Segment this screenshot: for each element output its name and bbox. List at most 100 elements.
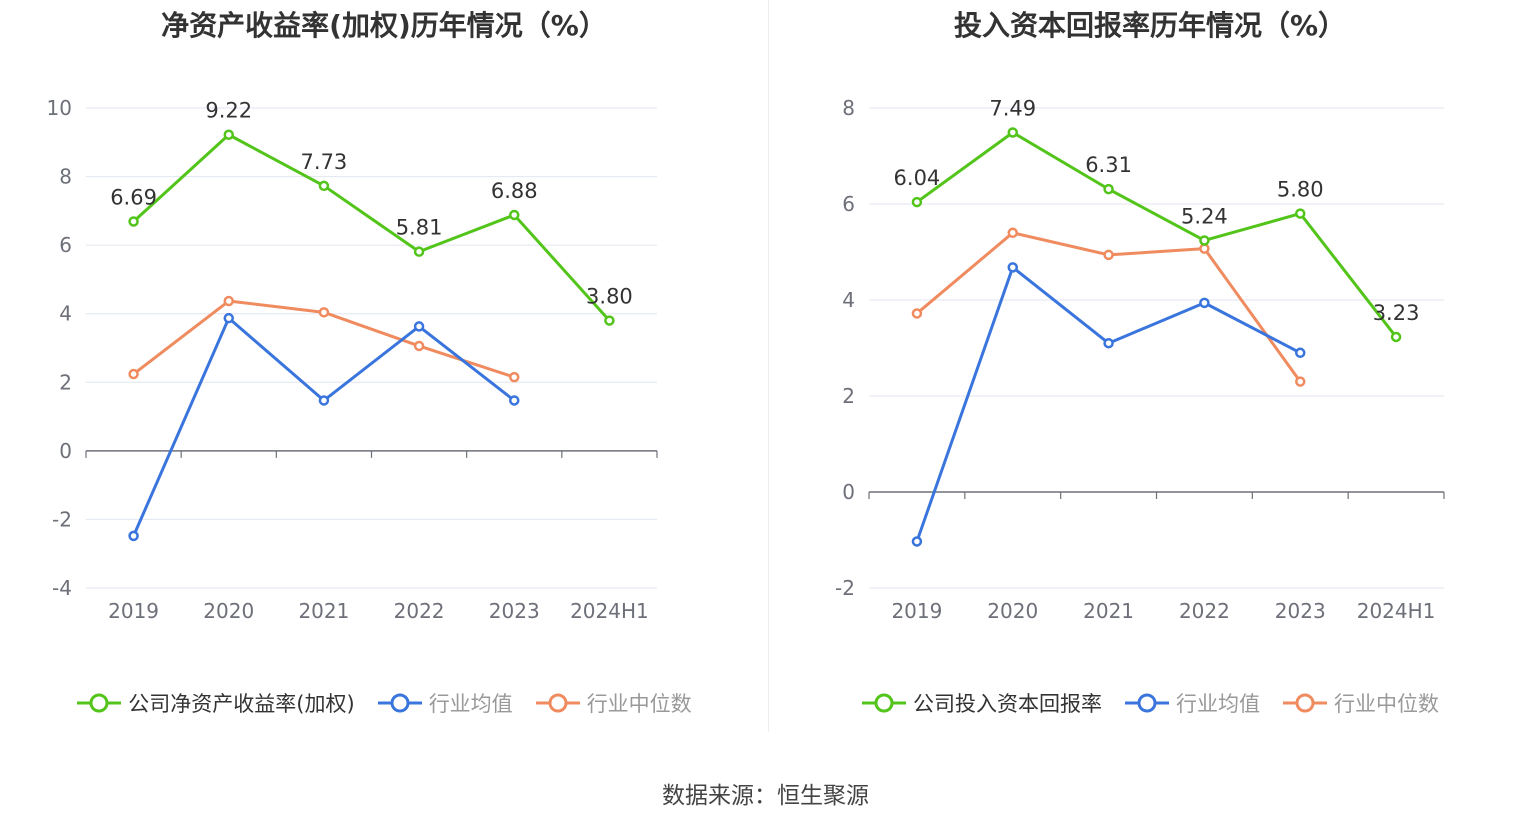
y-tick-label: 6	[59, 233, 72, 257]
legend-item[interactable]: 行业中位数	[535, 688, 692, 718]
data-point	[1103, 183, 1114, 195]
data-label: 6.69	[110, 185, 157, 209]
y-tick-label: 2	[59, 370, 72, 394]
chart-title: 投入资本回报率历年情况（%）	[953, 9, 1347, 42]
y-tick-label: 10	[47, 96, 72, 120]
legend-label: 行业中位数	[1334, 692, 1439, 716]
data-label: 9.22	[205, 99, 252, 123]
data-point	[413, 246, 425, 257]
chart-legend: 公司净资产收益率(加权) 行业均值 行业中位数	[0, 688, 768, 718]
y-tick-label: 4	[59, 302, 72, 326]
series-line	[132, 316, 516, 537]
x-tick-label: 2022	[1179, 599, 1230, 623]
series-line	[915, 265, 1301, 542]
data-point	[128, 530, 139, 542]
legend-item[interactable]: 公司净资产收益率(加权)	[76, 688, 355, 718]
chart-legend: 公司投入资本回报率 行业均值 行业中位数	[769, 688, 1531, 718]
data-label: 6.88	[491, 179, 538, 203]
data-label: 7.49	[989, 96, 1036, 120]
data-point	[509, 209, 520, 221]
x-tick-label: 2022	[394, 599, 445, 623]
x-tick-label: 2024H1	[1357, 599, 1436, 623]
data-point	[1390, 331, 1402, 343]
legend-item[interactable]: 行业均值	[1124, 688, 1260, 718]
x-tick-label: 2020	[203, 599, 254, 623]
data-point	[128, 368, 139, 380]
series-line	[132, 133, 611, 322]
data-point	[223, 312, 234, 324]
data-label: 6.31	[1085, 153, 1132, 177]
y-tick-label: -2	[835, 576, 855, 600]
x-tick-label: 2024H1	[570, 599, 649, 623]
data-label: 3.80	[586, 285, 633, 309]
data-point	[1103, 337, 1114, 349]
data-point	[1199, 243, 1210, 254]
roe-line-chart: -4 -2 0 2 4 6 8 10 2019 2020 2021 2022 2023 2024H1 6.6…	[47, 96, 658, 623]
y-tick-label: 8	[842, 96, 855, 120]
y-tick-label: 8	[59, 165, 72, 189]
y-tick-label: -2	[52, 507, 72, 531]
legend-swatch-icon	[1283, 693, 1327, 713]
data-label: 5.81	[396, 216, 443, 240]
roic-line-chart: -2 0 2 4 6 8 2019 2020 2021 2022 2023 2024H1 6.04 7.4…	[835, 96, 1445, 623]
data-point	[509, 371, 520, 383]
data-point	[223, 129, 234, 140]
legend-label: 行业均值	[428, 692, 513, 716]
roe-chart-panel: 净资产收益率(加权)历年情况（%） -4 -2 0 2 4 6 8 10 2019 2020 202…	[0, 0, 768, 740]
y-tick-label: 0	[842, 480, 855, 504]
legend-item[interactable]: 行业均值	[377, 688, 513, 718]
data-point	[318, 395, 330, 406]
data-point	[1007, 127, 1018, 138]
legend-swatch-icon	[377, 693, 422, 713]
data-point	[1295, 347, 1306, 359]
data-point	[318, 307, 330, 318]
legend-swatch-icon	[535, 693, 580, 713]
legend-swatch-icon	[77, 693, 122, 713]
data-point	[223, 295, 234, 307]
legend-item[interactable]: 公司投入资本回报率	[861, 688, 1102, 718]
legend-label: 公司投入资本回报率	[913, 692, 1102, 716]
panel-divider	[768, 0, 769, 732]
data-point	[413, 340, 425, 352]
y-tick-label: 4	[842, 288, 855, 312]
data-point	[911, 196, 923, 208]
data-point	[1007, 227, 1018, 239]
x-tick-label: 2021	[298, 599, 349, 623]
roic-chart-panel: 投入资本回报率历年情况（%） -2 0 2 4 6 8 2019 2020 2021 2022 20…	[769, 0, 1531, 740]
legend-label: 行业中位数	[586, 692, 692, 716]
data-point	[1103, 249, 1114, 261]
y-tick-label: 2	[842, 384, 855, 408]
data-point	[911, 308, 923, 319]
legend-label: 公司净资产收益率(加权)	[128, 692, 355, 716]
data-point	[128, 216, 139, 227]
data-point	[1007, 262, 1018, 273]
data-point	[604, 315, 615, 326]
chart-title: 净资产收益率(加权)历年情况（%）	[161, 9, 607, 42]
x-tick-label: 2023	[489, 599, 540, 623]
data-label: 5.24	[1181, 204, 1228, 228]
x-tick-label: 2019	[891, 599, 942, 623]
data-point	[509, 395, 520, 406]
data-point	[1295, 376, 1306, 387]
legend-label: 行业均值	[1176, 692, 1260, 716]
x-tick-label: 2020	[987, 599, 1038, 623]
data-source-note: 数据来源：恒生聚源	[662, 783, 869, 809]
y-tick-label: 6	[842, 192, 855, 216]
data-point	[413, 321, 425, 332]
data-point	[318, 180, 330, 192]
x-tick-label: 2019	[108, 599, 159, 623]
data-label: 6.04	[894, 166, 941, 190]
data-point	[911, 536, 923, 547]
data-point	[1199, 235, 1210, 246]
y-tick-label: 0	[59, 439, 72, 463]
data-label: 7.73	[301, 150, 348, 174]
series-line	[916, 130, 1398, 338]
data-point	[1199, 297, 1210, 309]
legend-item[interactable]: 行业中位数	[1282, 688, 1439, 718]
legend-swatch-icon	[862, 693, 906, 713]
y-tick-label: -4	[52, 576, 72, 600]
data-label: 5.80	[1277, 178, 1324, 202]
x-tick-label: 2023	[1275, 599, 1326, 623]
data-point	[1295, 208, 1306, 219]
x-tick-label: 2021	[1083, 599, 1134, 623]
